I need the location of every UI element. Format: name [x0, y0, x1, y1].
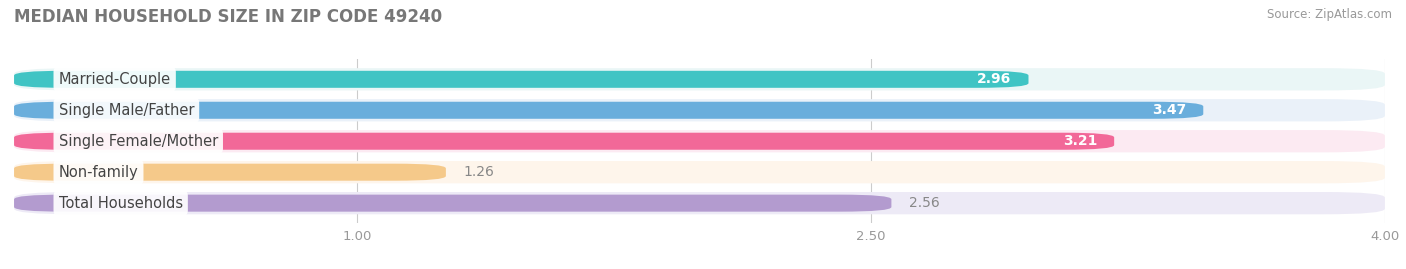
Text: Source: ZipAtlas.com: Source: ZipAtlas.com	[1267, 8, 1392, 21]
FancyBboxPatch shape	[14, 161, 1385, 183]
Text: Single Female/Mother: Single Female/Mother	[59, 134, 218, 149]
FancyBboxPatch shape	[14, 192, 1385, 214]
Text: 3.21: 3.21	[1063, 134, 1097, 148]
Text: MEDIAN HOUSEHOLD SIZE IN ZIP CODE 49240: MEDIAN HOUSEHOLD SIZE IN ZIP CODE 49240	[14, 8, 441, 26]
FancyBboxPatch shape	[14, 133, 1114, 150]
Text: Non-family: Non-family	[59, 165, 138, 180]
Text: Total Households: Total Households	[59, 196, 183, 211]
Text: 2.96: 2.96	[977, 72, 1011, 86]
FancyBboxPatch shape	[14, 68, 1385, 90]
Text: 2.56: 2.56	[908, 196, 939, 210]
Text: 3.47: 3.47	[1152, 103, 1187, 117]
Text: Single Male/Father: Single Male/Father	[59, 103, 194, 118]
FancyBboxPatch shape	[14, 99, 1385, 121]
Text: Married-Couple: Married-Couple	[59, 72, 170, 87]
FancyBboxPatch shape	[14, 130, 1385, 152]
FancyBboxPatch shape	[14, 102, 1204, 119]
FancyBboxPatch shape	[14, 195, 891, 212]
FancyBboxPatch shape	[14, 164, 446, 181]
Text: 1.26: 1.26	[463, 165, 494, 179]
FancyBboxPatch shape	[14, 71, 1029, 88]
